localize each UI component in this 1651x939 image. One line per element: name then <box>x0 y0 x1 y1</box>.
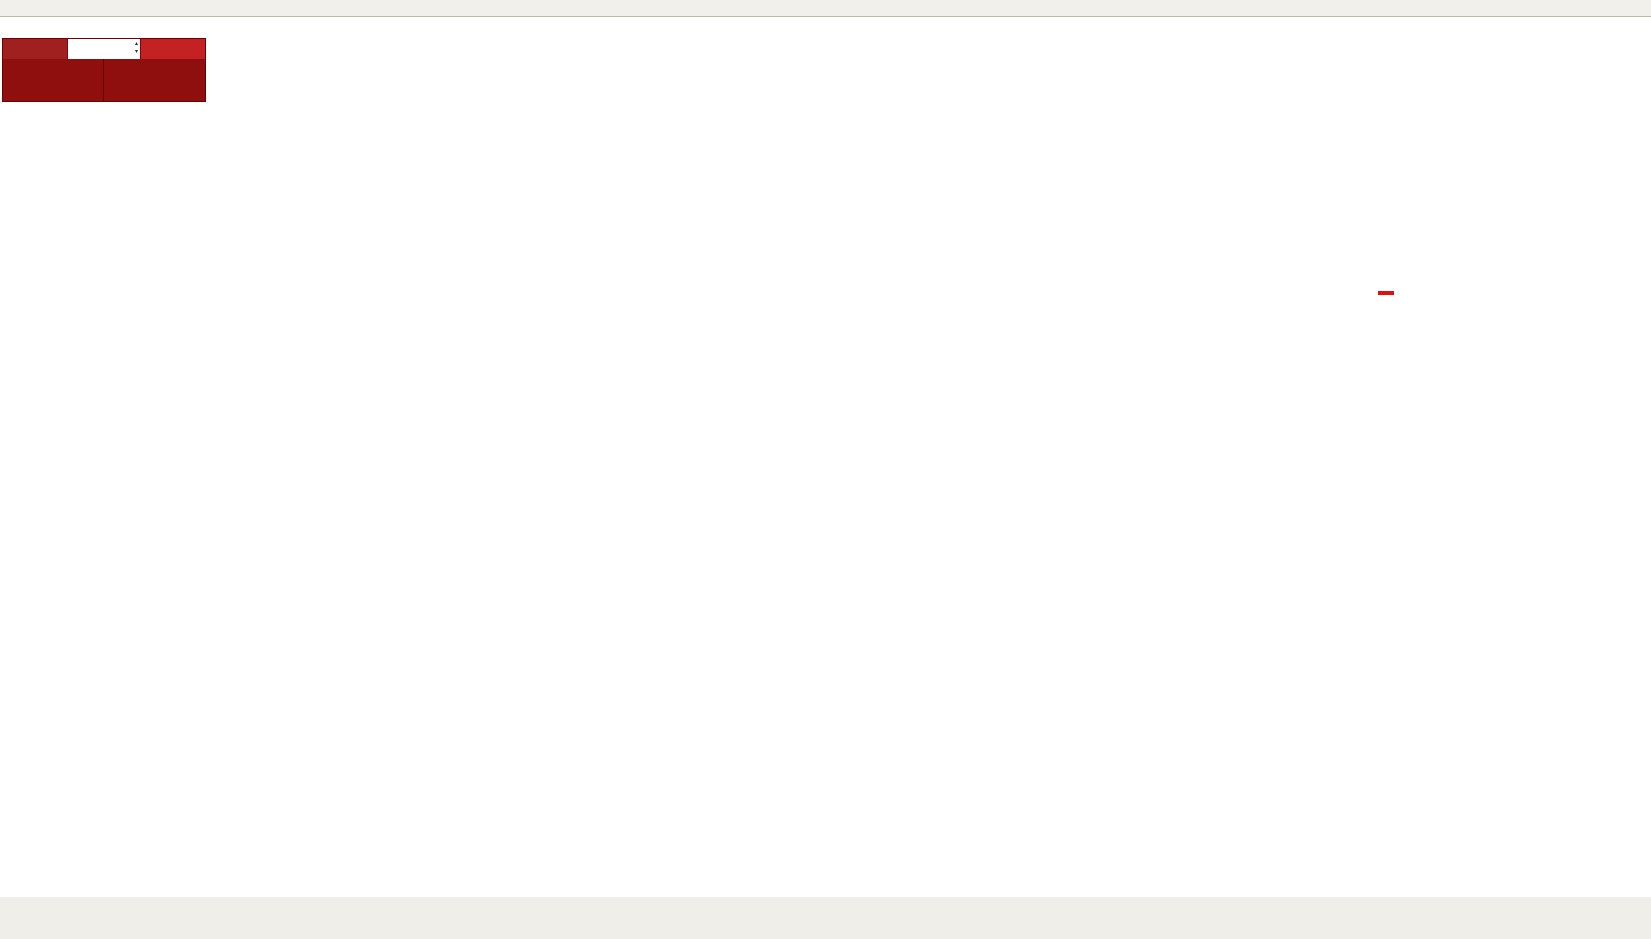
buy-price[interactable] <box>104 59 205 101</box>
one-click-trading-panel: ▴ ▾ <box>2 38 206 102</box>
spinner-up-icon[interactable]: ▴ <box>134 41 138 47</box>
sell-button[interactable] <box>3 39 67 59</box>
volume-spinner[interactable]: ▴ ▾ <box>135 40 138 56</box>
sell-price[interactable] <box>3 59 104 101</box>
rsi-indicator-label <box>4 715 9 726</box>
toolbar <box>0 0 1651 17</box>
trade-panel-top-row: ▴ ▾ <box>3 39 205 59</box>
macd-indicator-label <box>4 563 14 574</box>
support-price-annotation[interactable] <box>1378 291 1394 295</box>
spinner-down-icon[interactable]: ▾ <box>134 49 138 55</box>
bottom-strip <box>0 897 1651 939</box>
trade-panel-price-row <box>3 59 205 101</box>
volume-input[interactable]: ▴ ▾ <box>67 39 141 59</box>
buy-button[interactable] <box>141 39 205 59</box>
